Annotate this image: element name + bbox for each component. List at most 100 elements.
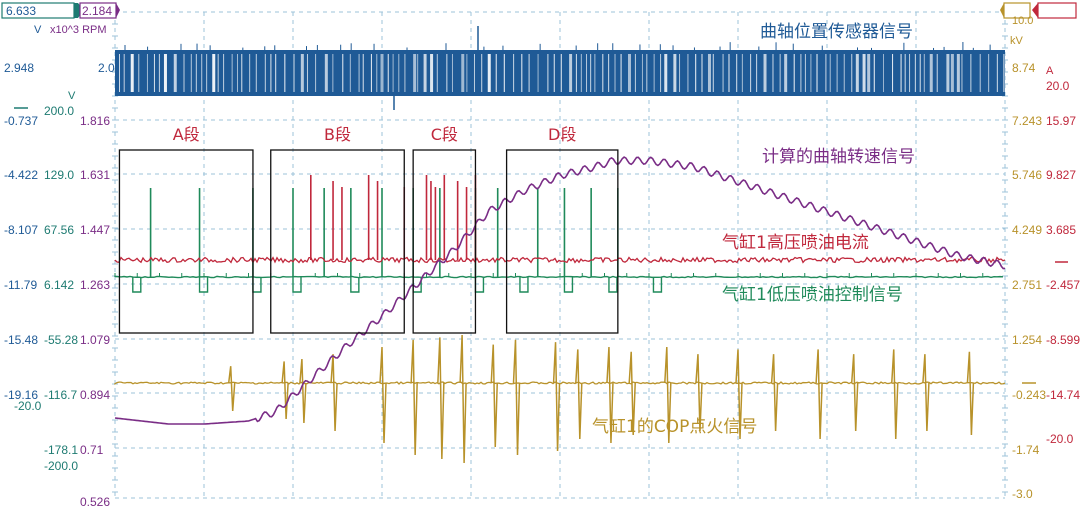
ignition-tick-label: 5.746 bbox=[1012, 168, 1042, 182]
annotation-hp-current: 气缸1高压喷油电流 bbox=[722, 232, 869, 253]
crank-signal-gap bbox=[342, 54, 344, 92]
crank-signal-gap bbox=[380, 54, 384, 92]
ignition-pulse bbox=[379, 346, 387, 444]
crank-signal-gap bbox=[473, 54, 475, 92]
crank-signal-gap bbox=[206, 54, 208, 92]
crank-signal-gap bbox=[404, 54, 406, 92]
rpm-tick-label: 1.079 bbox=[80, 333, 110, 347]
ignition-tick-label: 1.254 bbox=[1012, 333, 1042, 347]
segment-box bbox=[270, 149, 405, 334]
unit-label-v: V bbox=[34, 24, 42, 36]
crank-signal-gap bbox=[736, 54, 738, 92]
high-current-tick-label: -116.7 bbox=[44, 388, 77, 402]
crank-signal-gap bbox=[695, 54, 697, 92]
crank-signal-gap bbox=[547, 54, 549, 92]
unit-label-rpm: x10^3 RPM bbox=[50, 24, 107, 36]
crank-signal-gap bbox=[660, 54, 662, 92]
hp-current-trace bbox=[114, 255, 1006, 264]
ignition-pulse bbox=[575, 349, 583, 440]
crank-signal-gap bbox=[873, 54, 875, 92]
crank-signal-gap bbox=[451, 54, 453, 92]
crank-signal-gap bbox=[763, 54, 767, 92]
lp-control-pulse bbox=[132, 277, 142, 293]
lp-control-pulse bbox=[652, 277, 663, 293]
crank-signal-gap bbox=[772, 54, 774, 92]
rpm-tick-label: 1.263 bbox=[80, 278, 110, 292]
crank-signal-gap bbox=[800, 54, 802, 92]
crank-signal-gap bbox=[602, 54, 604, 92]
crank-signal-gap bbox=[679, 54, 681, 92]
crank-signal-gap bbox=[255, 54, 257, 92]
annotation-crank-signal: 曲轴位置传感器信号 bbox=[760, 22, 913, 42]
segment-box bbox=[412, 149, 477, 334]
crank-signal-gap bbox=[190, 54, 192, 92]
ignition-pulse bbox=[299, 358, 307, 424]
crank-signal-gap bbox=[264, 54, 266, 92]
crank-signal-gap bbox=[358, 54, 360, 92]
crank-signal-gap bbox=[569, 54, 573, 92]
lp-control-pulse bbox=[563, 277, 574, 293]
crank-signal-gap bbox=[825, 54, 827, 92]
low-current-tick-label: -8.599 bbox=[1046, 333, 1080, 347]
crank-signal-gap bbox=[892, 54, 894, 92]
crank-signal-gap bbox=[904, 54, 906, 92]
crank-signal-gap bbox=[332, 54, 334, 92]
high-current-tick-label: -55.28 bbox=[44, 333, 78, 347]
crank-signal-gap bbox=[1003, 54, 1005, 92]
ignition-pulse bbox=[735, 349, 743, 440]
crank-signal-gap bbox=[862, 54, 866, 92]
ignition-pulse bbox=[552, 342, 561, 452]
ignition-pulse bbox=[922, 354, 930, 432]
crank-signal-gap bbox=[722, 54, 724, 92]
crank-signal-gap bbox=[392, 54, 394, 92]
crank-signal-gap bbox=[195, 54, 197, 92]
crank-signal-gap bbox=[979, 54, 981, 92]
crank-signal-gap bbox=[641, 54, 643, 92]
crank-signal-gap bbox=[560, 54, 562, 92]
crank-signal-gap bbox=[946, 54, 950, 92]
crank-signal-gap bbox=[575, 54, 577, 92]
crank-signal-gap bbox=[756, 54, 758, 92]
crank-signal-gap bbox=[701, 54, 703, 92]
crank-signal-gap bbox=[627, 54, 631, 92]
crank-signal-gap bbox=[461, 54, 465, 92]
channel-d-marker-icon bbox=[1032, 3, 1038, 18]
crank-signal-gap bbox=[173, 54, 177, 92]
channel-a-top-value: 6.633 bbox=[6, 4, 36, 18]
crank-signal-gap bbox=[284, 54, 286, 92]
crank-signal-gap bbox=[829, 54, 831, 92]
high-current-tick-label: 200.0 bbox=[44, 104, 74, 118]
segment-label: B段 bbox=[324, 125, 351, 144]
crank-signal-gap bbox=[528, 54, 530, 92]
channel-d-value-box bbox=[1037, 2, 1077, 19]
crank-signal-gap bbox=[646, 54, 648, 92]
crank-signal-gap bbox=[836, 54, 838, 92]
rpm-tick-label: 0.894 bbox=[80, 388, 110, 402]
crank-signal-gap bbox=[900, 54, 902, 92]
crank-signal-gap bbox=[163, 54, 167, 92]
crank-signal-gap bbox=[446, 54, 448, 92]
high-current-tick-label: -178.1 bbox=[44, 443, 78, 457]
crank-signal-gap bbox=[231, 54, 233, 92]
crank-signal-gap bbox=[324, 54, 328, 92]
crank-signal-gap bbox=[810, 54, 812, 92]
crank-signal-gap bbox=[217, 54, 219, 92]
segment-label: D段 bbox=[548, 125, 576, 144]
crank-signal-gap bbox=[553, 54, 555, 92]
low-current-tick-label: -14.74 bbox=[1046, 388, 1080, 402]
crank-signal-gap bbox=[653, 54, 655, 92]
crank-signal-gap bbox=[961, 54, 963, 92]
crank-signal-gap bbox=[398, 54, 400, 92]
high-current-tick-label: 129.0 bbox=[44, 168, 74, 182]
low-current-tick-label: -20.0 bbox=[1046, 432, 1074, 446]
crank-signal-gap bbox=[784, 54, 788, 92]
ignition-tick-label: 4.249 bbox=[1012, 223, 1042, 237]
crank-signal-gap bbox=[843, 54, 845, 92]
high-current-tick-label: 6.142 bbox=[44, 278, 74, 292]
crank-signal-gap bbox=[349, 54, 351, 92]
ignition-tick-label: -3.0 bbox=[1012, 487, 1033, 501]
rpm-marker-icon bbox=[116, 3, 120, 18]
rpm-top-value: 2.184 bbox=[82, 4, 112, 18]
ignition-pulse bbox=[815, 349, 823, 440]
